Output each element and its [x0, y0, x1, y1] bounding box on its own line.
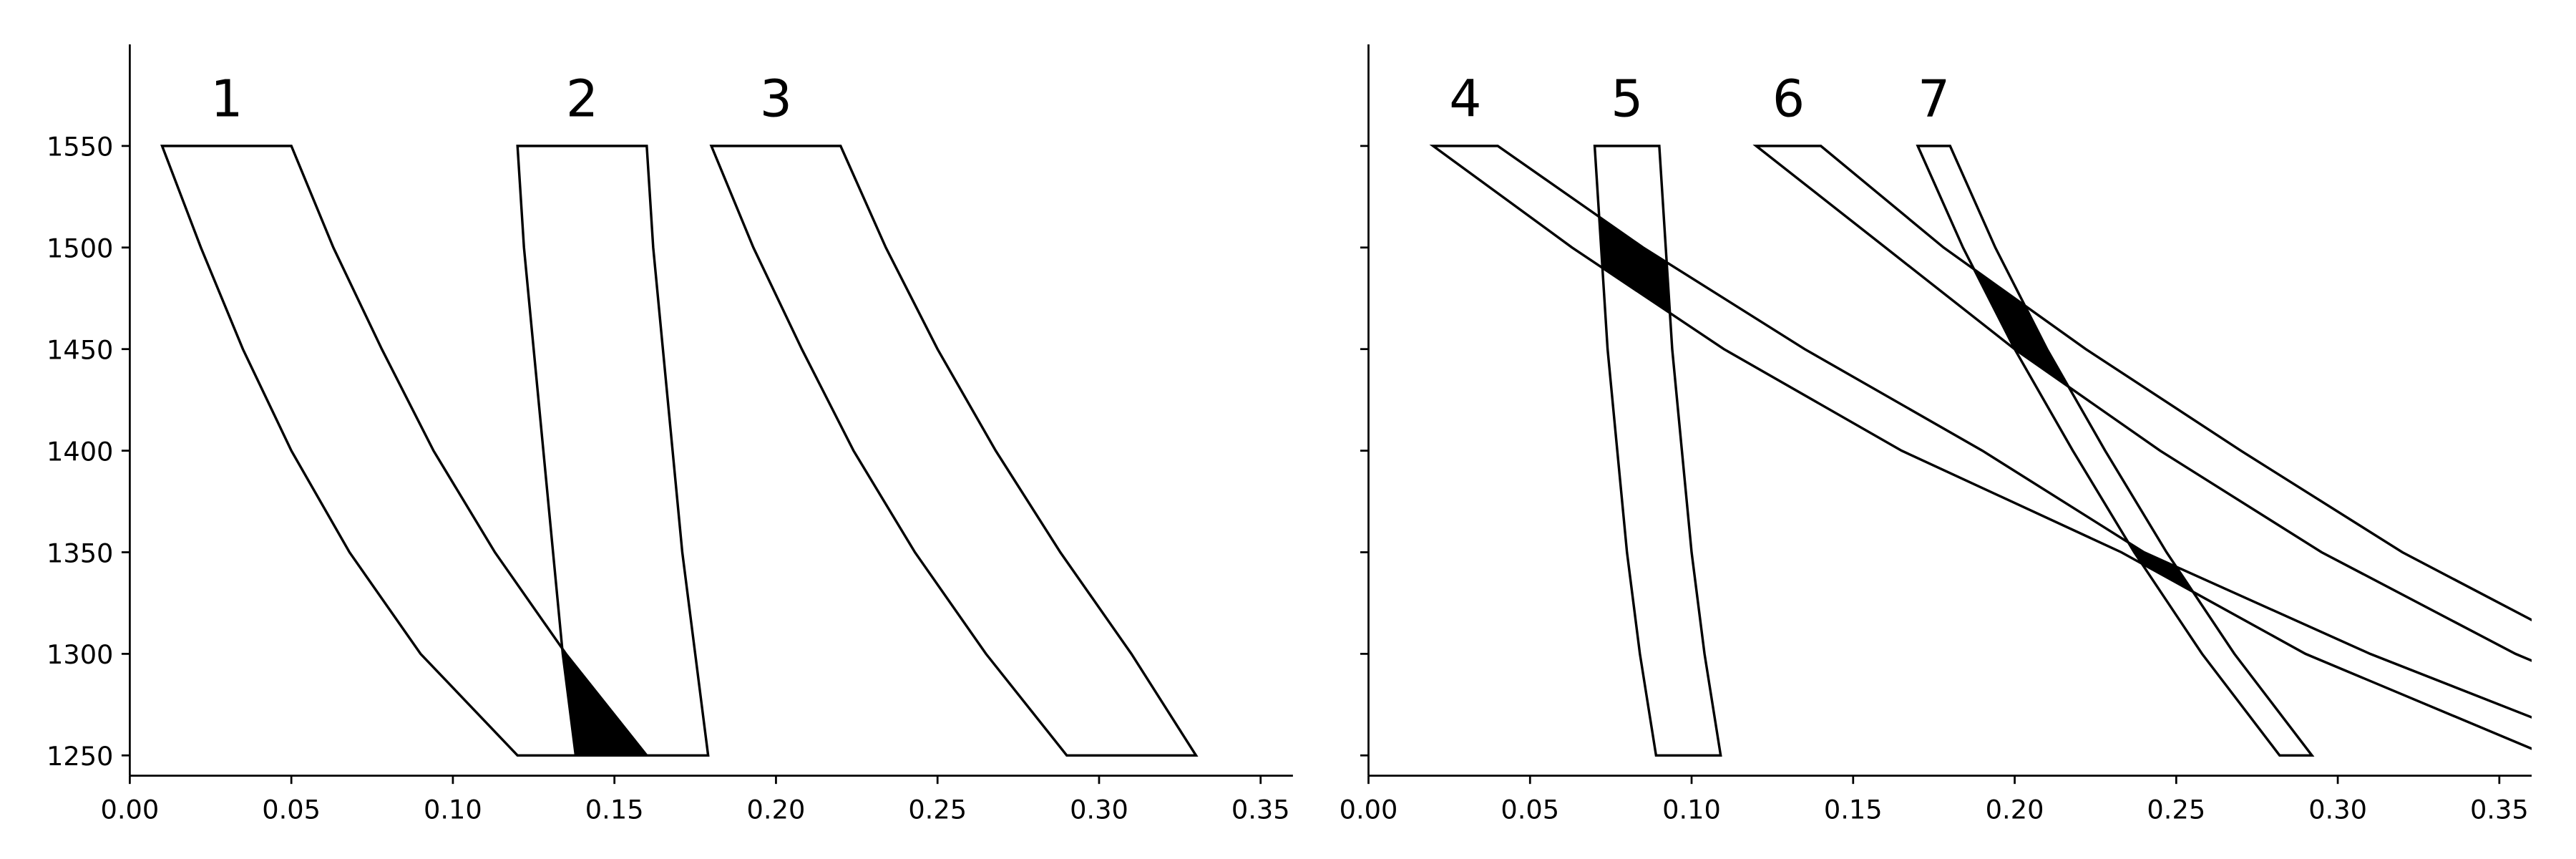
- y-tick-label: 1300: [47, 639, 113, 670]
- band: [516, 145, 710, 757]
- band-label: 4: [1449, 69, 1481, 129]
- x-tick-label: 0.25: [2147, 794, 2205, 825]
- x-tick-label: 0.20: [1986, 794, 2044, 825]
- x-tick-label: 0.15: [585, 794, 644, 825]
- band-label: 3: [760, 69, 792, 129]
- band: [1752, 145, 2532, 662]
- x-tick-label: 0.25: [908, 794, 967, 825]
- band: [1429, 145, 2532, 750]
- y-tick-label: 1400: [47, 436, 113, 467]
- x-tick-label: 0.05: [1501, 794, 1559, 825]
- x-tick-label: 0.15: [1824, 794, 1883, 825]
- plot-area: [1429, 145, 2532, 757]
- y-tick-label: 1500: [47, 233, 113, 264]
- x-tick-label: 0.30: [2308, 794, 2367, 825]
- x-tick-label: 0.05: [262, 794, 321, 825]
- x-tick-label: 0.35: [1231, 794, 1290, 825]
- x-tick-label: 0.10: [1662, 794, 1721, 825]
- overlap-fill: [1918, 145, 2312, 756]
- band-label: 6: [1772, 69, 1805, 129]
- band-label: 1: [210, 69, 243, 129]
- plot-area: [160, 145, 1199, 757]
- y-tick-label: 1450: [47, 334, 113, 365]
- band: [1916, 145, 2315, 757]
- band-label: 5: [1611, 69, 1643, 129]
- band: [709, 145, 1199, 757]
- y-tick-label: 1550: [47, 132, 113, 162]
- band: [160, 145, 650, 757]
- band-label: 7: [1918, 69, 1950, 129]
- y-tick-label: 1350: [47, 538, 113, 568]
- panel: 4 5 6 7 0.00 0.05 0.10 0.15 0.20 0.25 0.30 0.35: [1340, 44, 2532, 825]
- x-tick-label: 0.00: [101, 794, 160, 825]
- x-tick-label: 0.30: [1070, 794, 1128, 825]
- x-tick-label: 0.20: [747, 794, 806, 825]
- band-label: 2: [566, 69, 598, 129]
- x-tick-label: 0.35: [2470, 794, 2529, 825]
- x-tick-label: 0.10: [424, 794, 482, 825]
- y-tick-label: 1250: [47, 741, 113, 772]
- overlap-fill: [517, 146, 708, 755]
- overlap-fill: [1594, 145, 1721, 756]
- panel: 1 2 3 0.00 0.05 0.10 0.15 0.20 0.25 0.30 0.35 1250 1…: [47, 44, 1293, 825]
- x-tick-label: 0.00: [1340, 794, 1398, 825]
- band: [1593, 145, 1722, 757]
